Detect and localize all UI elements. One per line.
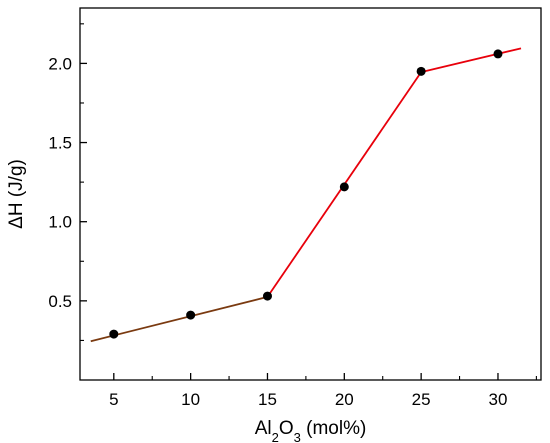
data-points [109,49,503,339]
plot-border [79,7,542,381]
x-axis-ticks: 5 10 15 20 25 30 [109,373,537,409]
y-axis-title: ΔH (J/g) [6,159,27,229]
data-point [186,310,196,320]
x-tick-label: 20 [335,390,354,409]
data-point [262,291,272,301]
x-tick-label: 25 [412,390,431,409]
plot-frame [79,7,542,381]
data-point [109,329,119,339]
y-axis-ticks: 0.5 1.0 1.5 2.0 [48,23,87,341]
y-tick-label: 2.0 [48,54,72,73]
fit-line-segment [90,296,268,343]
data-point [493,49,503,59]
y-tick-label: 1.0 [48,213,72,232]
y-tick-label: 1.5 [48,134,72,153]
fit-lines [90,47,522,343]
x-tick-label: 30 [489,390,508,409]
fit-line-segment [420,47,522,73]
data-point [416,66,426,76]
x-tick-label: 5 [109,390,118,409]
x-axis-title: Al2O3 (mol%) [255,418,367,443]
data-point [339,182,349,192]
x-tick-label: 10 [181,390,200,409]
x-tick-label: 15 [258,390,277,409]
y-tick-label: 0.5 [48,292,72,311]
